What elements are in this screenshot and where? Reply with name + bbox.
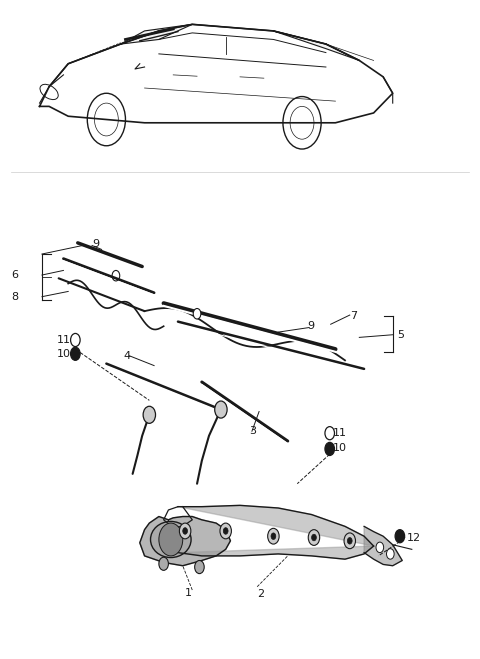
Circle shape [376,542,384,553]
Circle shape [215,401,227,418]
Text: 4: 4 [123,351,130,360]
Polygon shape [178,505,373,559]
Text: 10: 10 [333,443,347,453]
Text: 12: 12 [407,532,421,542]
Circle shape [193,308,201,319]
Polygon shape [274,31,360,61]
Polygon shape [364,527,402,565]
Circle shape [159,523,183,556]
Circle shape [195,561,204,573]
Circle shape [183,528,188,534]
Text: 9: 9 [307,321,314,331]
Circle shape [71,347,80,360]
Text: 6: 6 [11,270,18,280]
Circle shape [308,530,320,546]
Circle shape [143,407,156,423]
Circle shape [220,523,231,539]
Circle shape [312,534,316,541]
Text: 11: 11 [333,428,347,438]
Circle shape [386,549,394,559]
Text: 3: 3 [250,426,256,436]
Circle shape [325,442,335,455]
Text: 7: 7 [350,311,357,322]
Circle shape [223,528,228,534]
Circle shape [395,530,405,543]
Circle shape [348,538,352,544]
Polygon shape [140,517,230,565]
Text: 11: 11 [57,335,71,345]
Ellipse shape [151,521,191,558]
Circle shape [159,558,168,570]
Text: 9: 9 [92,239,99,249]
Text: 2: 2 [257,589,264,599]
Text: 8: 8 [11,292,18,302]
Text: 5: 5 [397,330,405,340]
Circle shape [268,529,279,544]
Circle shape [271,533,276,540]
Text: 1: 1 [185,588,192,598]
Polygon shape [120,24,192,44]
Text: 10: 10 [57,349,71,358]
Circle shape [180,523,191,539]
Circle shape [344,533,356,549]
